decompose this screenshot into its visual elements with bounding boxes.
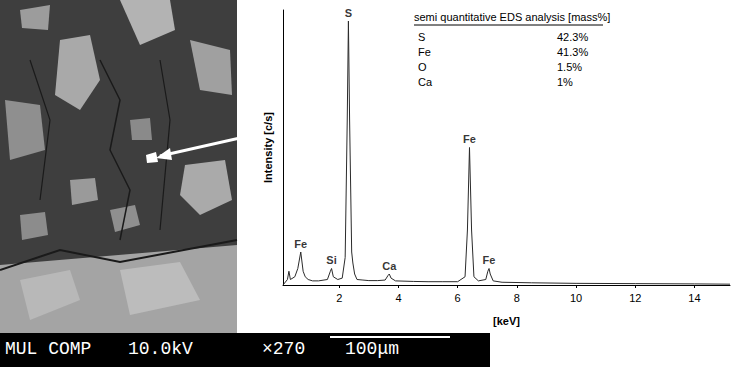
svg-text:Fe: Fe	[483, 254, 496, 266]
svg-text:Intensity [c/s]: Intensity [c/s]	[262, 112, 274, 183]
svg-text:Fe: Fe	[294, 238, 307, 250]
svg-text:S: S	[345, 7, 352, 19]
html-text:100μm: 100μm	[345, 339, 399, 359]
svg-text:10: 10	[570, 292, 582, 304]
svg-text:[keV]: [keV]	[493, 315, 520, 327]
svg-text:Fe: Fe	[418, 46, 431, 58]
html-text:10.0kV: 10.0kV	[128, 339, 193, 359]
svg-text:semi quantitative EDS analysis: semi quantitative EDS analysis [mass%]	[414, 11, 610, 23]
svg-text:4: 4	[395, 292, 401, 304]
svg-text:S: S	[418, 31, 425, 43]
svg-text:1%: 1%	[557, 76, 573, 88]
svg-text:O: O	[418, 61, 427, 73]
html-text:MUL COMP: MUL COMP	[5, 339, 92, 359]
svg-text:2: 2	[336, 292, 342, 304]
svg-text:Fe: Fe	[463, 133, 476, 145]
svg-text:8: 8	[514, 292, 520, 304]
svg-text:41.3%: 41.3%	[557, 46, 588, 58]
svg-text:14: 14	[688, 292, 700, 304]
svg-text:Si: Si	[326, 254, 336, 266]
html-text:×270: ×270	[262, 339, 306, 359]
svg-text:6: 6	[455, 292, 461, 304]
svg-text:12: 12	[629, 292, 641, 304]
svg-text:1.5%: 1.5%	[557, 61, 582, 73]
svg-text:Ca: Ca	[418, 76, 433, 88]
svg-text:Ca: Ca	[382, 260, 397, 272]
svg-text:42.3%: 42.3%	[557, 31, 588, 43]
